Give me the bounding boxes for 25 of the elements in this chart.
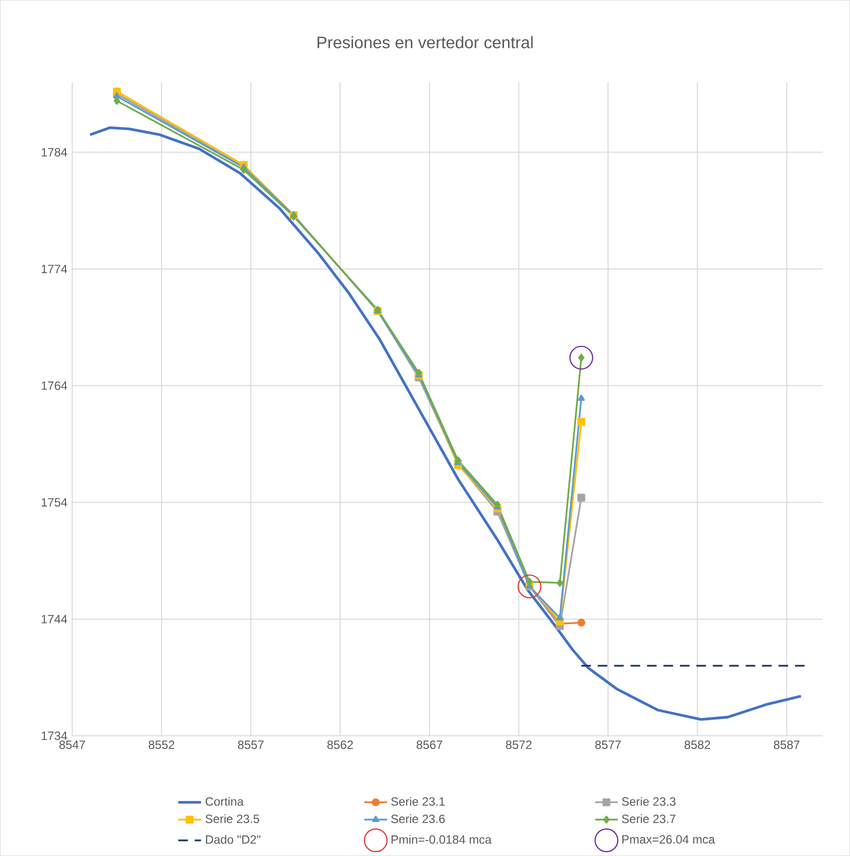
x-tick-label: 8562	[327, 740, 353, 750]
y-tick-label: 1774	[42, 264, 68, 274]
y-tick-label: 1754	[42, 498, 68, 507]
x-tick-label: 8587	[774, 740, 800, 750]
chart-title: Presiones en vertedor central	[318, 36, 533, 48]
legend-label: Serie 23.6	[391, 814, 445, 824]
legend-label: Cortina	[206, 796, 244, 806]
legend-label: Serie 23.1	[391, 796, 445, 806]
legend-label: Serie 23.5	[206, 814, 260, 824]
x-tick-label: 8577	[595, 740, 621, 750]
x-tick-label: 8557	[238, 740, 264, 750]
x-tick-label: 8552	[148, 740, 174, 750]
legend-label: Dado "D2"	[206, 834, 260, 844]
legend-label: Pmin=-0.0184 mca	[392, 834, 492, 844]
legend-label: Serie 23.3	[622, 796, 676, 806]
y-tick-label: 1744	[42, 614, 68, 624]
x-tick-label: 8567	[416, 740, 442, 750]
legend-label: Serie 23.7	[622, 814, 676, 824]
x-tick-label: 8547	[59, 740, 85, 750]
legend-label: Pmax=26.04 mca	[622, 835, 715, 844]
y-tick-label: 1734	[42, 732, 68, 740]
y-tick-label: 1764	[42, 381, 68, 390]
y-tick-label: 1784	[42, 148, 68, 156]
x-tick-label: 8572	[506, 740, 532, 750]
x-tick-label: 8582	[684, 740, 710, 750]
